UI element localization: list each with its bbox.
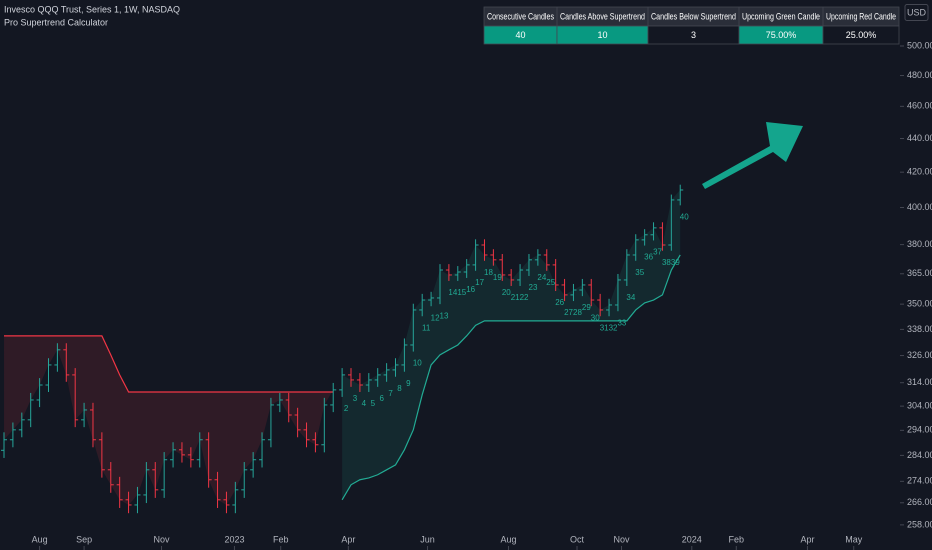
x-tick-label: Apr (341, 534, 355, 544)
count-label: 33 (617, 318, 626, 327)
count-label: 29 (582, 303, 591, 312)
count-label: 24 (537, 273, 546, 282)
y-tick-label: 266.00 (907, 497, 932, 507)
y-tick-label: 365.00 (907, 268, 932, 278)
count-label: 4 (362, 399, 367, 408)
count-label: 31 (600, 323, 609, 332)
stats-table: Consecutive Candles Candles Above Supert… (483, 6, 900, 45)
count-label: 34 (626, 293, 635, 302)
x-tick-label: Aug (32, 534, 48, 544)
table-cell (822, 25, 900, 45)
count-label: 16 (466, 285, 475, 294)
table-header: Upcoming Green Candle (742, 12, 820, 23)
count-label: 25 (546, 278, 555, 287)
table-header: Upcoming Red Candle (826, 12, 896, 23)
count-label: 27 (564, 308, 573, 317)
count-label: 9 (406, 379, 411, 388)
y-tick-label: 420.00 (907, 167, 932, 177)
count-label: 23 (529, 283, 538, 292)
table-value: 40 (515, 30, 525, 40)
count-label: 22 (520, 293, 529, 302)
count-label: 17 (475, 278, 484, 287)
price-axis (900, 0, 932, 550)
indicator-title: Pro Supertrend Calculator (4, 17, 108, 27)
x-tick-label: 2024 (682, 534, 702, 544)
table-header: Candles Above Supertrend (560, 12, 645, 23)
table-value: 75.00% (766, 30, 797, 40)
x-tick-label: Feb (273, 534, 289, 544)
count-label: 30 (591, 313, 600, 322)
x-tick-label: Oct (570, 534, 585, 544)
x-tick-label: May (845, 534, 863, 544)
y-tick-label: 304.00 (907, 401, 932, 411)
table-header: Consecutive Candles (487, 12, 554, 23)
table-header: Candles Below Supertrend (651, 12, 736, 23)
x-tick-label: Feb (729, 534, 745, 544)
y-tick-label: 284.00 (907, 450, 932, 460)
x-tick-label: Nov (613, 534, 630, 544)
count-label: 19 (493, 273, 502, 282)
count-label: 36 (644, 253, 653, 262)
count-label: 3 (353, 394, 358, 403)
count-label: 6 (379, 394, 384, 403)
y-tick-label: 440.00 (907, 133, 932, 143)
count-label: 5 (371, 399, 376, 408)
table-value: 25.00% (846, 30, 877, 40)
count-label: 13 (440, 311, 449, 320)
x-tick-label: Aug (500, 534, 516, 544)
y-tick-label: 274.00 (907, 476, 932, 486)
count-label: 8 (397, 384, 402, 393)
y-tick-label: 500.00 (907, 40, 932, 50)
count-label: 21 (511, 293, 520, 302)
count-label: 11 (422, 323, 431, 332)
count-label: 39 (671, 258, 680, 267)
count-label: 10 (413, 359, 422, 368)
count-label: 20 (502, 288, 511, 297)
count-label: 18 (484, 268, 493, 277)
count-label: 26 (555, 298, 564, 307)
symbol-title: Invesco QQQ Trust, Series 1, 1W, NASDAQ (4, 4, 180, 14)
y-tick-label: 380.00 (907, 239, 932, 249)
table-value: 3 (691, 30, 696, 40)
x-tick-label: Nov (153, 534, 170, 544)
supertrend-line (341, 254, 681, 501)
x-tick-label: Apr (800, 534, 814, 544)
y-tick-label: 338.00 (907, 324, 932, 334)
x-tick-label: Sep (76, 534, 92, 544)
y-tick-label: 480.00 (907, 70, 932, 80)
trend-fill (4, 335, 334, 505)
count-label: 7 (388, 389, 393, 398)
trend-fill (342, 189, 681, 500)
y-tick-label: 460.00 (907, 101, 932, 111)
currency-badge[interactable] (904, 4, 929, 21)
y-tick-label: 314.00 (907, 377, 932, 387)
currency-label: USD (907, 7, 927, 17)
count-label: 37 (653, 248, 662, 257)
y-tick-label: 294.00 (907, 425, 932, 435)
y-tick-label: 350.00 (907, 299, 932, 309)
count-label: 35 (635, 268, 644, 277)
y-tick-label: 326.00 (907, 350, 932, 360)
y-tick-label: 400.00 (907, 202, 932, 212)
count-label: 15 (457, 288, 466, 297)
count-label: 14 (448, 288, 457, 297)
table-value: 10 (597, 30, 607, 40)
count-label: 28 (573, 308, 582, 317)
count-label: 38 (662, 258, 671, 267)
y-tick-label: 258.00 (907, 519, 932, 529)
x-tick-label: Jun (420, 534, 435, 544)
count-label: 40 (680, 212, 689, 221)
count-label: 32 (609, 323, 618, 332)
x-tick-label: 2023 (224, 534, 244, 544)
count-label: 2 (344, 404, 349, 413)
count-label: 12 (431, 313, 440, 322)
trend-arrow (702, 122, 803, 189)
supertrend-line (4, 335, 334, 393)
